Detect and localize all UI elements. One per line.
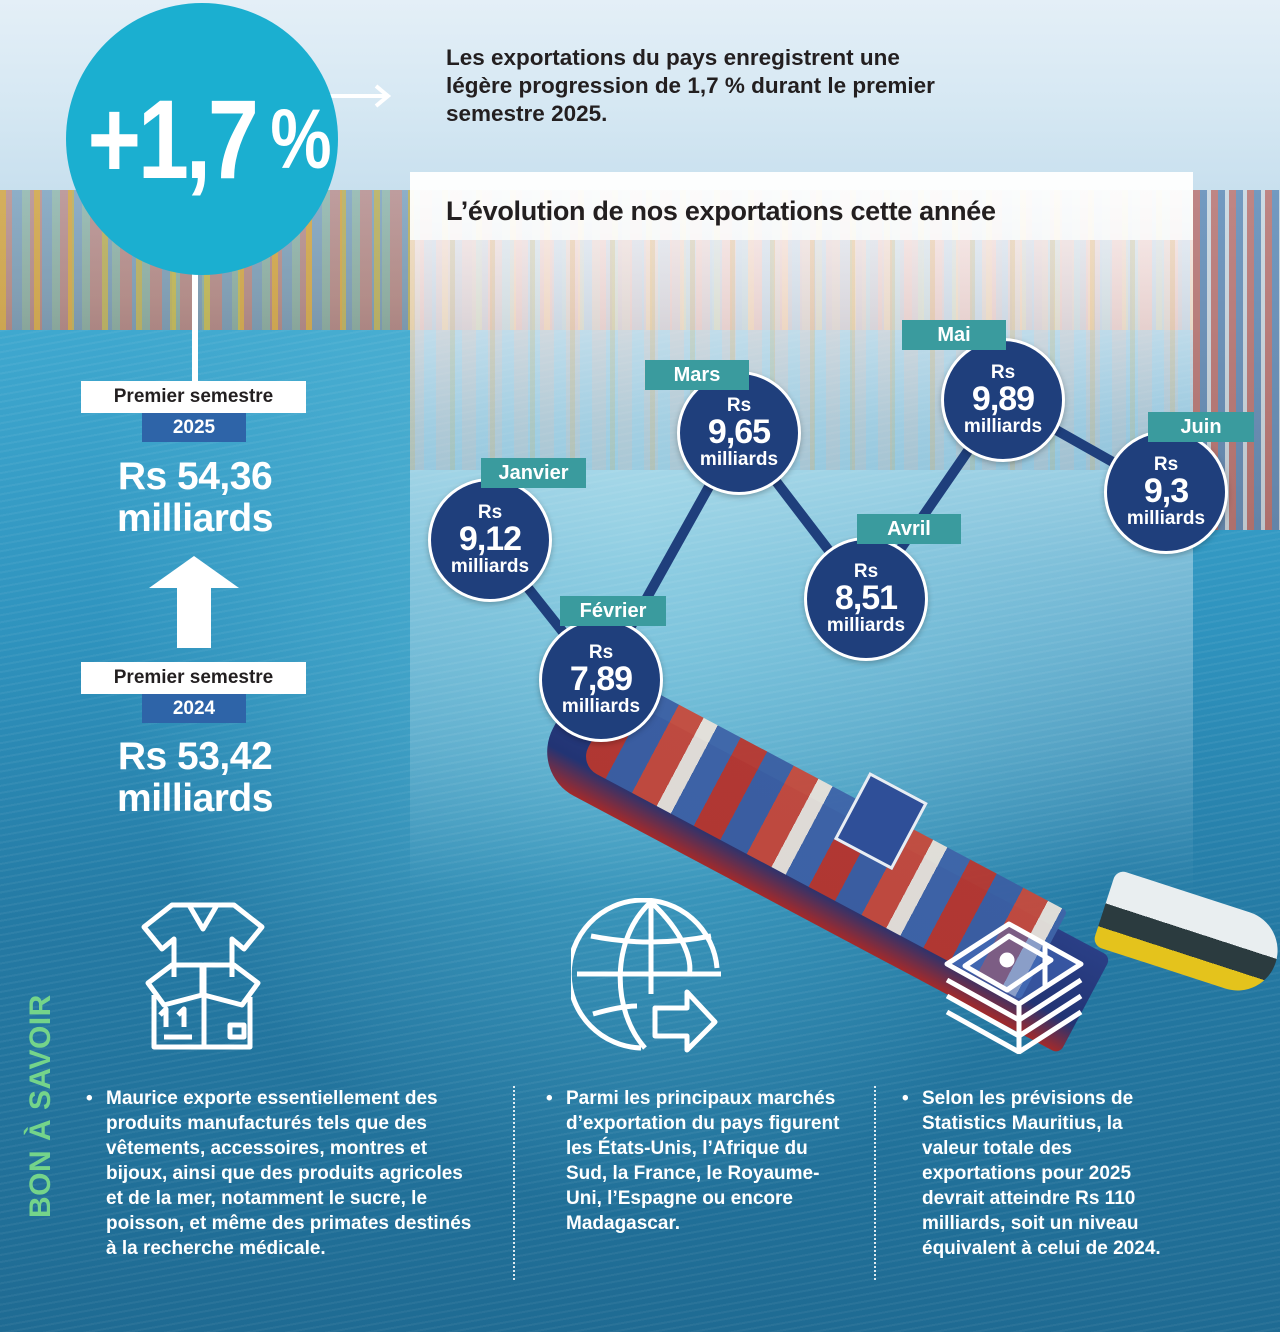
amount-unit: milliards bbox=[117, 777, 273, 820]
dotted-separator bbox=[513, 1086, 515, 1280]
month-label-avril: Avril bbox=[857, 514, 961, 544]
data-value: 9,3 bbox=[1143, 472, 1189, 510]
currency-label: Rs bbox=[990, 362, 1016, 383]
semester-amount-2025: Rs 54,36 milliards bbox=[70, 456, 320, 540]
amount-value: Rs 53,42 bbox=[117, 735, 273, 778]
growth-unit: % bbox=[270, 91, 332, 186]
data-value: 9,65 bbox=[707, 413, 771, 451]
data-point-avril: Rs 8,51 milliards bbox=[804, 537, 928, 661]
semester-year-2025: 2025 bbox=[142, 413, 246, 442]
unit-label: milliards bbox=[561, 696, 641, 717]
intro-text: Les exportations du pays enregistrent un… bbox=[446, 45, 935, 126]
unit-label: milliards bbox=[450, 556, 530, 577]
fact-text: Maurice exporte essentiellement des prod… bbox=[86, 1086, 484, 1261]
fact-item-3: Selon les prévisions de Statistics Mauri… bbox=[900, 1086, 1170, 1261]
unit-label: milliards bbox=[1126, 508, 1206, 529]
data-point-fevrier: Rs 7,89 milliards bbox=[539, 618, 663, 742]
month-label-mars: Mars bbox=[645, 360, 749, 390]
month-label-fevrier: Février bbox=[560, 596, 666, 626]
fact-text: Parmi les principaux marchés d’exportati… bbox=[546, 1086, 844, 1236]
unit-label: milliards bbox=[699, 449, 779, 470]
connector-line bbox=[192, 270, 198, 388]
right-arrow-icon bbox=[330, 84, 392, 108]
semester-amount-2024: Rs 53,42 milliards bbox=[70, 736, 320, 820]
amount-value: Rs 54,36 bbox=[117, 455, 273, 498]
month-label-mai: Mai bbox=[902, 320, 1006, 350]
fact-item-2: Parmi les principaux marchés d’exportati… bbox=[544, 1086, 844, 1236]
dotted-separator bbox=[874, 1086, 876, 1280]
month-label-janvier: Janvier bbox=[481, 458, 586, 488]
data-point-janvier: Rs 9,12 milliards bbox=[428, 478, 552, 602]
semester-label-2025: Premier semestre bbox=[81, 381, 306, 413]
data-point-juin: Rs 9,3 milliards bbox=[1104, 430, 1228, 554]
fact-item-1: Maurice exporte essentiellement des prod… bbox=[84, 1086, 484, 1261]
month-label-juin: Juin bbox=[1148, 412, 1254, 442]
unit-label: milliards bbox=[963, 416, 1043, 437]
data-value: 8,51 bbox=[834, 579, 898, 617]
amount-unit: milliards bbox=[117, 497, 273, 540]
data-value: 7,89 bbox=[569, 660, 633, 698]
data-point-mai: Rs 9,89 milliards bbox=[941, 338, 1065, 462]
chart-panel-port-texture bbox=[410, 240, 1193, 470]
growth-value: +1,7 bbox=[87, 76, 259, 202]
clothing-box-icon bbox=[141, 902, 265, 1050]
fact-text: Selon les prévisions de Statistics Mauri… bbox=[902, 1086, 1170, 1261]
growth-badge: +1,7 % bbox=[66, 3, 338, 275]
unit-label: milliards bbox=[826, 615, 906, 636]
data-value: 9,12 bbox=[458, 520, 522, 558]
semester-year-2024: 2024 bbox=[142, 694, 246, 723]
chart-title: L’évolution de nos exportations cette an… bbox=[446, 196, 996, 226]
semester-label-2024: Premier semestre bbox=[81, 662, 306, 694]
data-value: 9,89 bbox=[971, 380, 1035, 418]
up-arrow-icon bbox=[149, 556, 239, 648]
money-stack-icon bbox=[944, 921, 1084, 1054]
globe-export-icon bbox=[571, 898, 721, 1053]
section-title-bon-a-savoir: BON À SAVOIR bbox=[24, 994, 57, 1218]
